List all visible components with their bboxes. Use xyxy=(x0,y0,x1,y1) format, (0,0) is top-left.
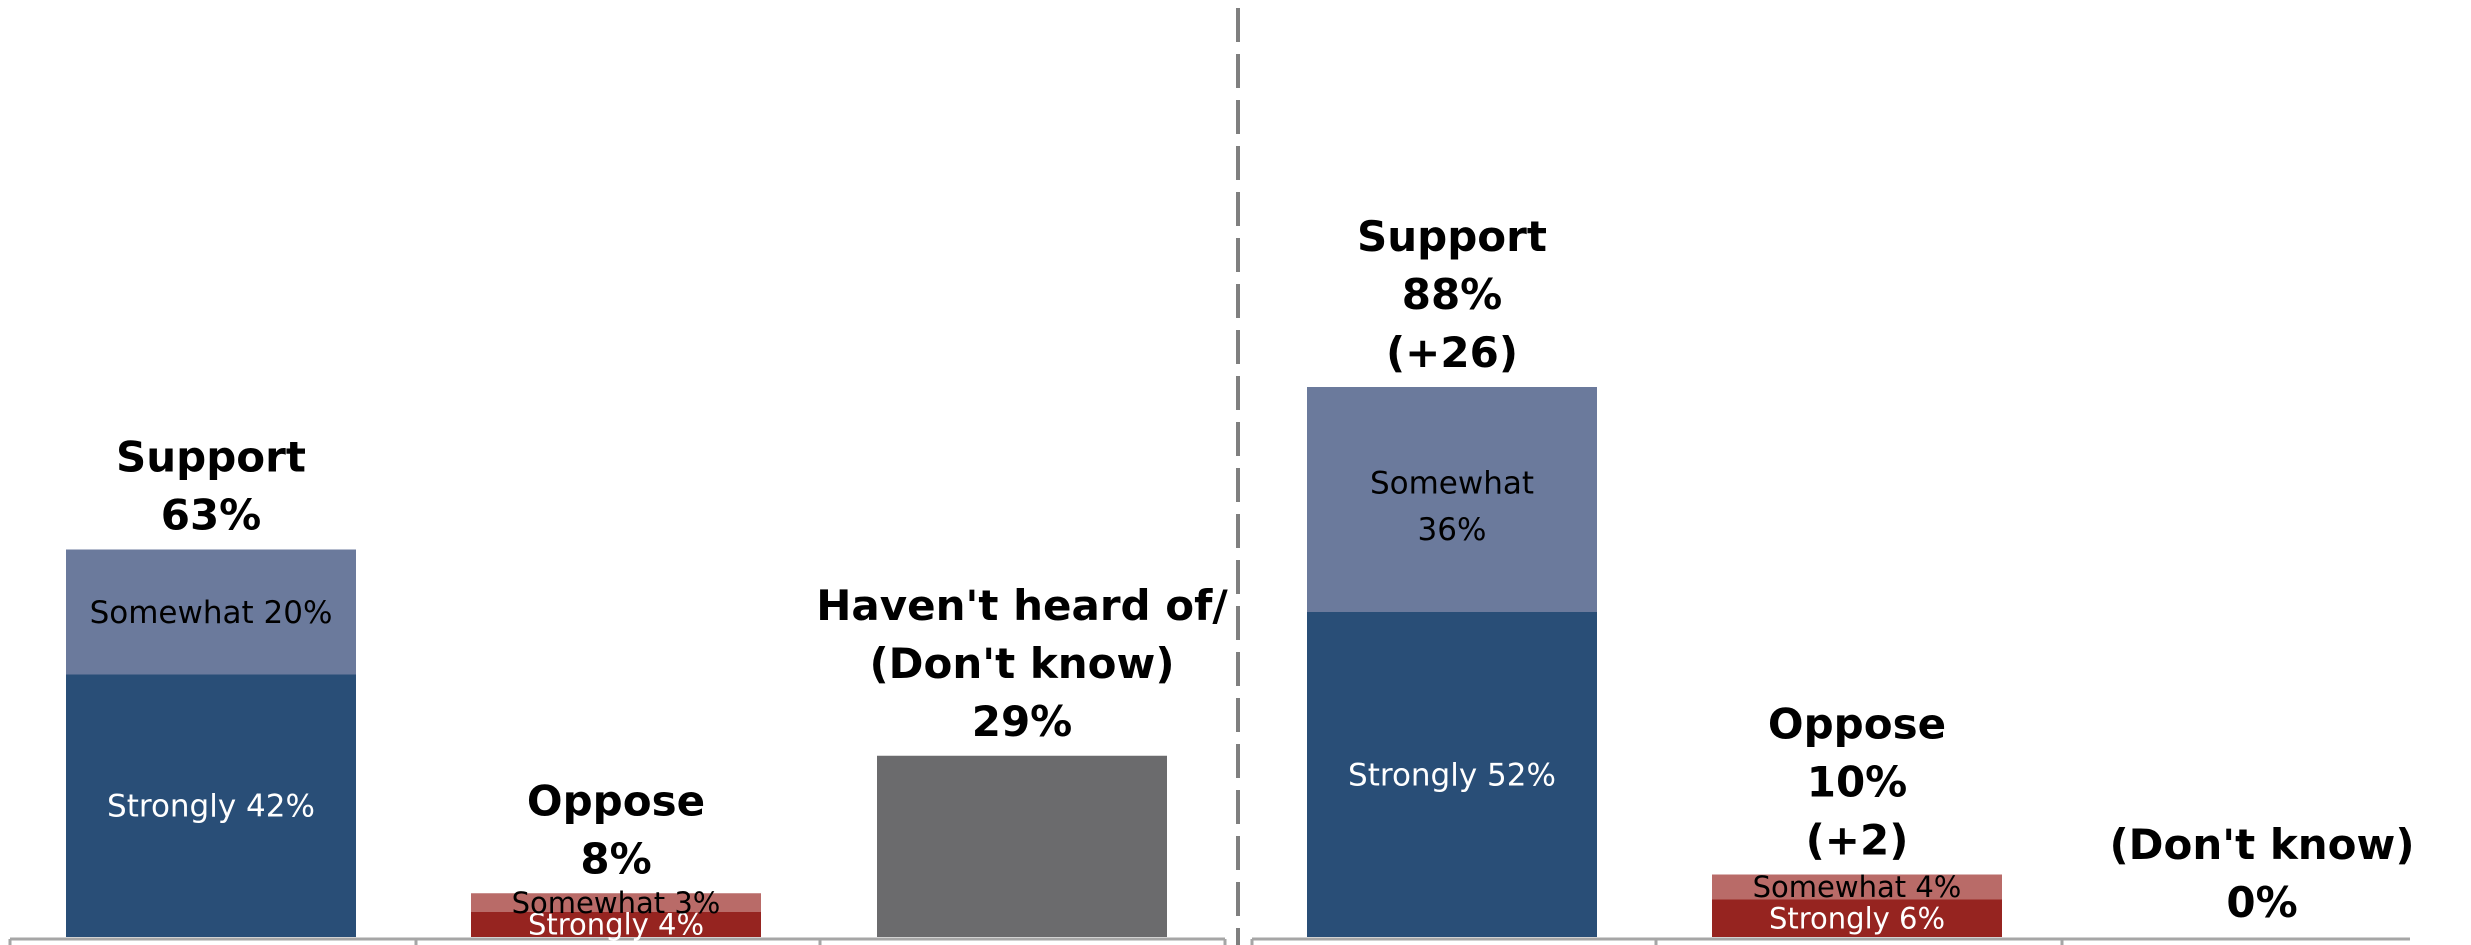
category-label: Oppose xyxy=(527,776,705,825)
value-label: (+26) xyxy=(1386,328,1518,377)
value-label: 8% xyxy=(580,834,651,883)
category-label: Oppose xyxy=(1768,700,1946,749)
segment-label-strongly: Strongly 42% xyxy=(107,789,315,825)
category-label: Support xyxy=(116,433,306,482)
bar-segment-somewhat xyxy=(471,893,761,912)
category-label: Haven't heard of/ xyxy=(816,581,1228,630)
value-label: 0% xyxy=(2226,878,2297,927)
bar-segment-strongly xyxy=(1712,899,2002,937)
bar-segment-strongly xyxy=(1307,612,1597,937)
bar-segment-somewhat xyxy=(66,549,356,675)
category-label: (Don't know) xyxy=(2109,820,2414,869)
segment-label-somewhat: Somewhat 4% xyxy=(1753,870,1962,904)
bar-segment-somewhat xyxy=(1307,387,1597,612)
bar-segment-strongly xyxy=(66,674,356,937)
category-label: Support xyxy=(1357,212,1547,261)
bar-segment-strongly xyxy=(471,912,761,937)
value-label: 10% xyxy=(1807,758,1908,807)
value-label: 88% xyxy=(1402,270,1503,319)
segment-label-strongly: Strongly 52% xyxy=(1348,757,1556,793)
value-label: (Don't know) xyxy=(869,639,1174,688)
segment-label-somewhat: Somewhat 20% xyxy=(90,595,333,631)
segment-label-strongly: Strongly 6% xyxy=(1769,901,1945,935)
segment-label-somewhat: Somewhat 36% xyxy=(1370,466,1534,549)
segment-label-somewhat: Somewhat 3% xyxy=(512,886,721,920)
value-label: (+2) xyxy=(1806,816,1909,865)
bar-segment-somewhat xyxy=(1712,874,2002,900)
value-label: 29% xyxy=(972,697,1073,746)
segment-label-strongly: Strongly 4% xyxy=(528,908,704,942)
bar-segment-strongly xyxy=(877,755,1167,937)
value-label: 63% xyxy=(161,491,262,540)
